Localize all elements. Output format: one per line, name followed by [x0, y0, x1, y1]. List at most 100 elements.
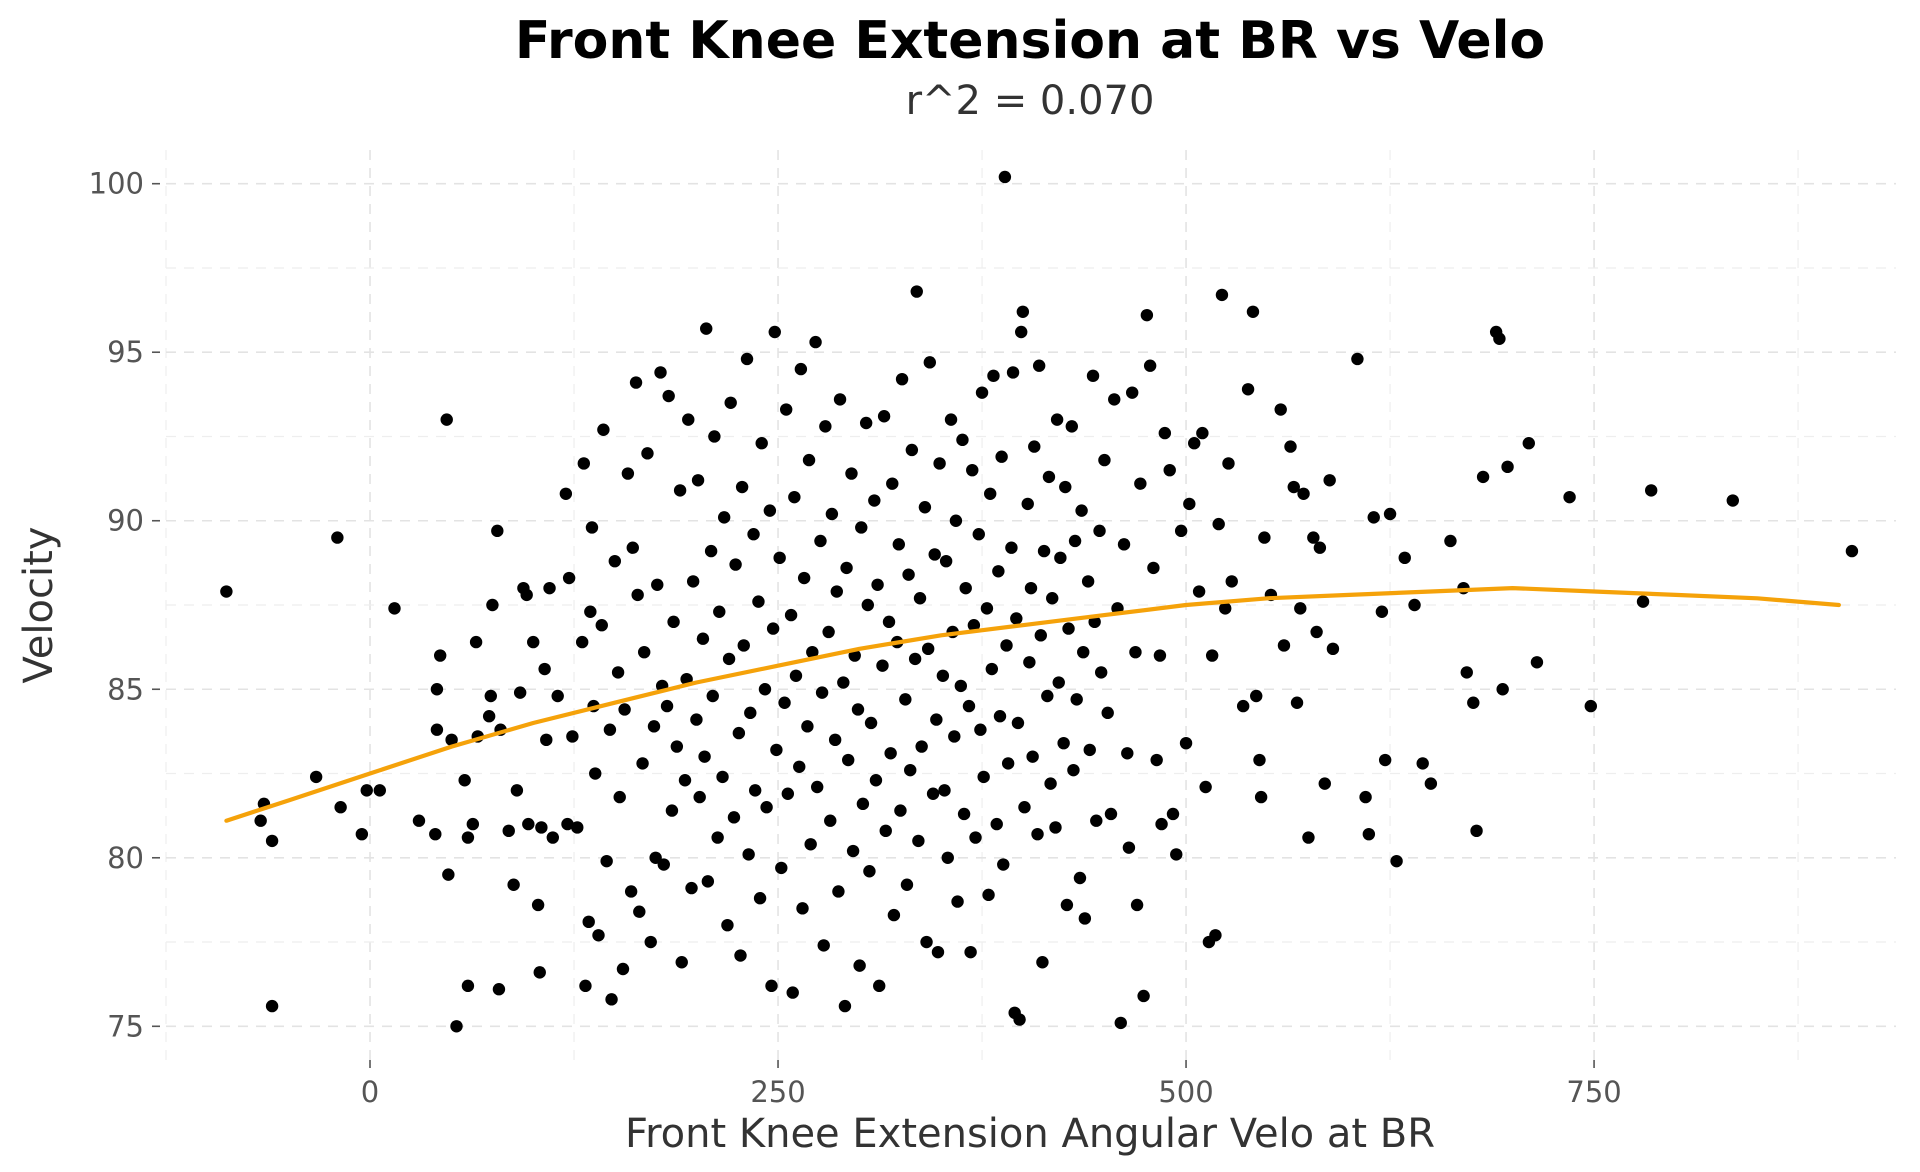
scatter-point: [430, 723, 444, 736]
scatter-point: [1068, 534, 1082, 548]
scatter-point: [1077, 645, 1090, 659]
scatter-point: [1147, 561, 1160, 575]
scatter-point: [781, 787, 795, 800]
scatter-point: [887, 908, 901, 922]
y-tick-label: 90: [107, 504, 144, 538]
scatter-point: [1059, 480, 1072, 494]
scatter-point: [983, 487, 997, 500]
scatter-point: [1046, 592, 1059, 605]
scatter-point: [788, 490, 801, 504]
scatter-point: [559, 487, 573, 500]
scatter-point: [779, 403, 793, 416]
tick-layer: 0 250 500 750 75 80 85 90 95 100: [89, 167, 1622, 1109]
scatter-point: [773, 551, 786, 565]
scatter-point: [948, 730, 961, 743]
scatter-point: [802, 453, 816, 467]
scatter-point: [1130, 898, 1144, 912]
scatter-point: [1250, 689, 1263, 703]
scatter-point: [957, 807, 971, 821]
scatter-point: [1137, 989, 1150, 1003]
scatter-point: [817, 939, 830, 952]
scatter-point: [507, 878, 520, 891]
scatter-point: [1036, 956, 1049, 969]
scatter-point: [1125, 386, 1139, 399]
x-tick-label: 0: [361, 1075, 379, 1109]
scatter-point: [928, 548, 941, 561]
scatter-point: [1104, 807, 1118, 821]
scatter-point: [1011, 716, 1025, 730]
scatter-point: [595, 619, 608, 632]
scatter-point: [1287, 480, 1300, 494]
scatter-point: [700, 322, 713, 335]
scatter-point: [825, 507, 839, 521]
scatter-point: [910, 285, 923, 298]
x-tick-label: 750: [1566, 1075, 1621, 1109]
scatter-point: [675, 956, 688, 969]
scatter-point: [842, 753, 855, 767]
scatter-point: [466, 817, 480, 831]
scatter-point: [430, 683, 444, 696]
scatter-point: [629, 376, 643, 389]
scatter-point: [1359, 790, 1372, 804]
scatter-point: [1522, 437, 1535, 450]
scatter-point: [908, 652, 922, 666]
scatter-point: [696, 632, 710, 645]
scatter-point: [742, 848, 755, 861]
scatter-point: [899, 693, 912, 706]
scatter-point: [998, 170, 1012, 184]
scatter-point: [1093, 524, 1106, 538]
scatter-point: [975, 386, 989, 399]
scatter-point: [388, 602, 401, 615]
scatter-point: [1034, 629, 1047, 642]
scatter-point: [912, 834, 925, 848]
scatter-point: [1192, 585, 1206, 598]
scatter-point: [1209, 929, 1222, 942]
scatter-point: [711, 831, 724, 844]
scatter-point: [868, 494, 881, 507]
scatter-point: [920, 935, 933, 949]
scatter-point: [492, 983, 506, 996]
scatter-point: [608, 554, 622, 568]
scatter-point: [654, 366, 667, 379]
scatter-point: [936, 669, 950, 682]
scatter-point: [734, 949, 747, 962]
scatter-point: [1644, 484, 1658, 497]
scatter-point: [716, 770, 729, 784]
scatter-point: [786, 986, 799, 999]
scatter-point: [1318, 777, 1331, 790]
scatter-point: [691, 474, 705, 487]
scatter-point: [1501, 460, 1514, 474]
scatter-point: [704, 544, 718, 558]
scatter-point: [735, 480, 749, 494]
scatter-point: [900, 878, 914, 891]
scatter-point: [1044, 777, 1057, 790]
scatter-point: [693, 790, 706, 804]
scatter-point: [1297, 487, 1310, 500]
x-tick-label: 250: [750, 1075, 805, 1109]
scatter-point: [1362, 827, 1376, 841]
y-tick-label: 95: [107, 335, 144, 369]
scatter-point: [442, 868, 455, 881]
scatter-point: [1351, 352, 1364, 366]
scatter-point: [793, 760, 806, 773]
scatter-point: [1222, 457, 1235, 470]
scatter-point: [571, 821, 584, 834]
scatter-point: [845, 467, 858, 480]
scatter-point: [727, 811, 741, 824]
scatter-point: [1212, 517, 1225, 531]
scatter-point: [894, 804, 907, 817]
y-tick-label: 80: [107, 841, 144, 875]
scatter-point: [1199, 780, 1212, 794]
scatter-point: [527, 635, 540, 649]
scatter-point: [520, 588, 533, 602]
scatter-point: [1302, 831, 1315, 844]
scatter-point: [1188, 437, 1201, 450]
scatter-point: [440, 413, 453, 426]
scatter-point: [533, 966, 546, 979]
scatter-point: [1205, 649, 1219, 662]
scatter-point: [830, 585, 843, 598]
scatter-point: [1153, 649, 1167, 662]
scatter-point: [690, 713, 703, 726]
scatter-point: [863, 865, 876, 878]
scatter-point: [892, 538, 906, 551]
